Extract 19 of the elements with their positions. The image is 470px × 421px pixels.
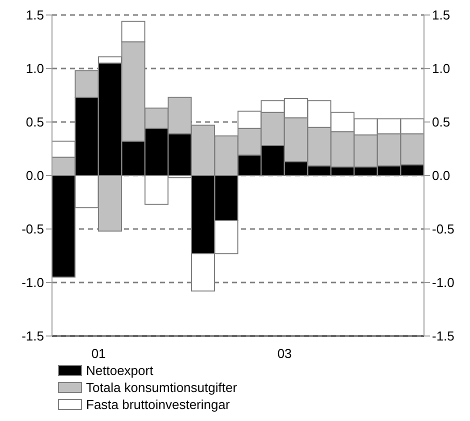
legend-label: Nettoexport: [86, 363, 154, 378]
y2-tick-label: 1.5: [432, 8, 450, 23]
y-tick-label: -0.5: [22, 222, 44, 237]
y-tick-label: -1.0: [22, 275, 44, 290]
y2-tick-label: -0.5: [432, 222, 454, 237]
y-tick-label: 1.5: [26, 8, 44, 23]
y2-tick-label: 0.0: [432, 168, 450, 184]
y2-tick-label: -1.5: [432, 328, 454, 344]
y2-tick-label: 1.0: [432, 61, 450, 76]
x-tick-label: 03: [277, 346, 292, 361]
y-tick-label: 1.0: [26, 61, 44, 76]
y2-tick-label: 0.5: [432, 114, 450, 130]
y-tick-label: -1.5: [22, 328, 44, 344]
y-tick-label: 0.5: [26, 114, 44, 130]
legend-label: Totala konsumtionsutgifter: [86, 380, 238, 395]
x-tick-label: 01: [91, 346, 106, 361]
legend-label: Fasta bruttoinvesteringar: [86, 397, 230, 412]
y-tick-label: 0.0: [26, 168, 44, 184]
y2-tick-label: -1.0: [432, 275, 454, 290]
